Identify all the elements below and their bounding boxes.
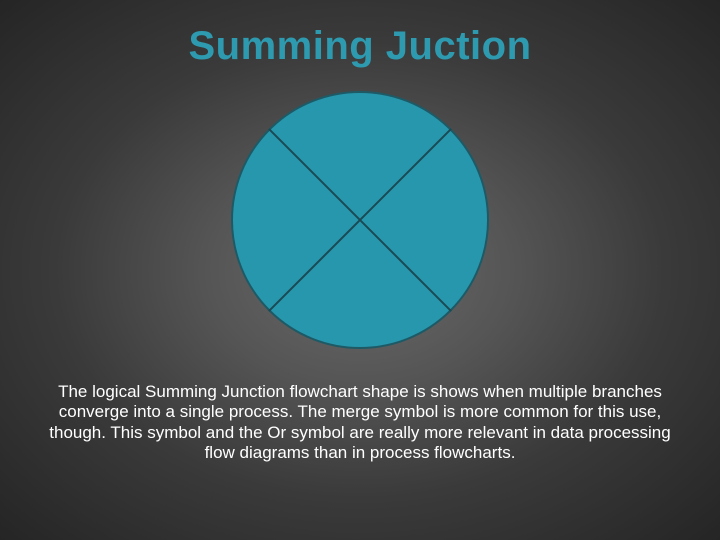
- description-text: The logical Summing Junction flowchart s…: [0, 382, 720, 464]
- summing-junction-symbol: [231, 91, 489, 354]
- slide-title: Summing Juction: [188, 24, 531, 69]
- summing-junction-icon: [231, 91, 489, 349]
